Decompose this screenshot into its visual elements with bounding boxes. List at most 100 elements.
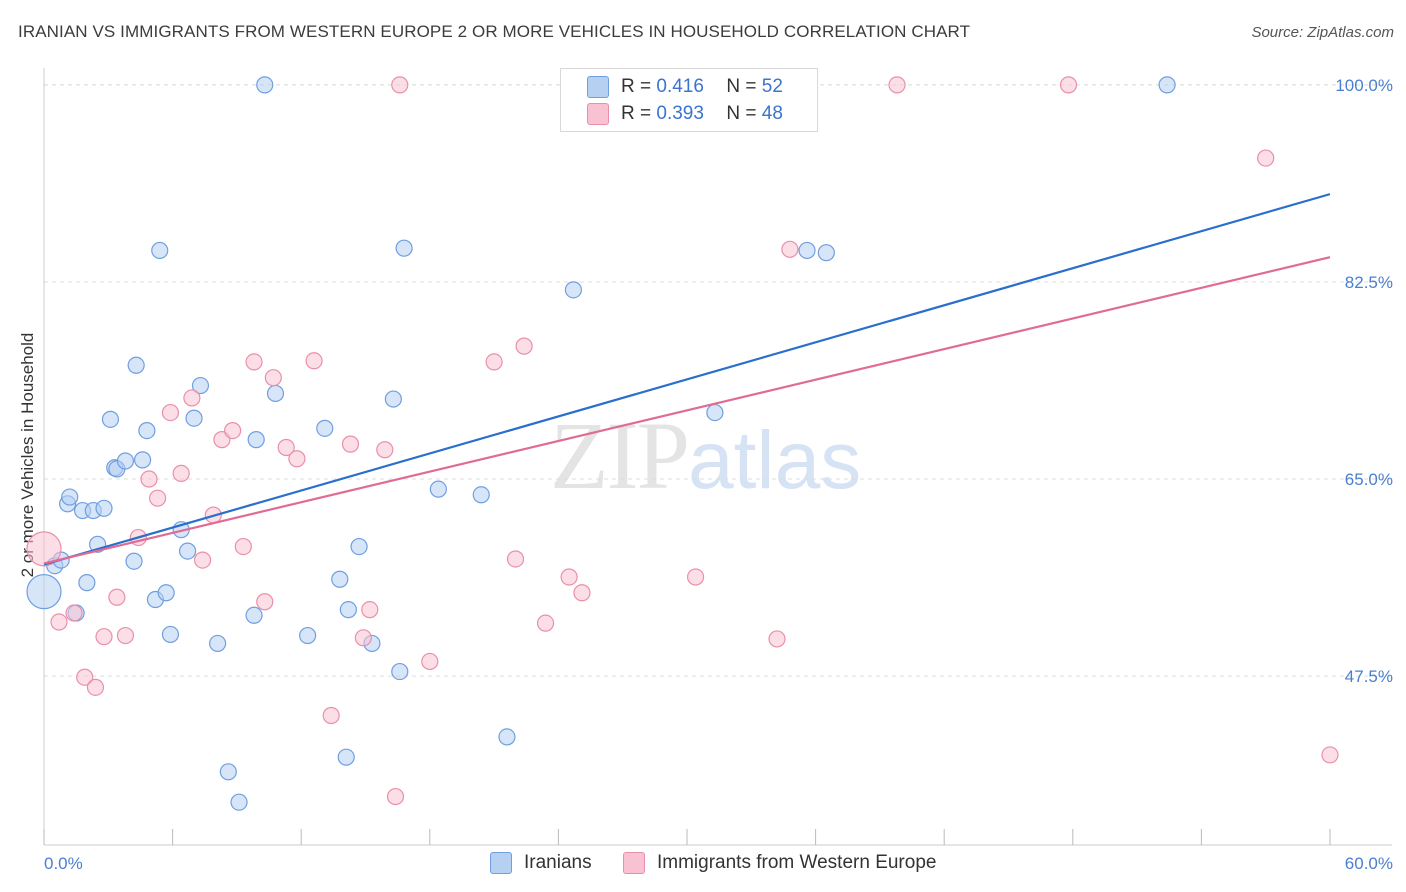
tick-labels: 47.5% 65.0% 82.5% 100.0% 0.0% 60.0% bbox=[44, 76, 1393, 873]
iranians-point bbox=[395, 239, 413, 257]
western-europe-point bbox=[26, 531, 62, 567]
legend-item-iranians: Iranians bbox=[490, 852, 592, 874]
iranians-point bbox=[564, 281, 583, 299]
x-tick-label-max: 60.0% bbox=[1345, 854, 1393, 873]
iranians-point bbox=[161, 625, 180, 644]
western-europe-point bbox=[161, 403, 180, 422]
western-europe-point bbox=[341, 435, 360, 453]
western-europe-point bbox=[65, 604, 83, 622]
western-europe-point bbox=[1257, 149, 1275, 167]
legend-label-western-europe: Immigrants from Western Europe bbox=[657, 852, 937, 873]
legend-r-value: 0.393 bbox=[656, 103, 704, 124]
western-europe-point bbox=[686, 568, 705, 586]
y-tick-label: 82.5% bbox=[1345, 273, 1393, 292]
western-europe-point bbox=[140, 470, 158, 488]
western-europe-point bbox=[515, 337, 533, 355]
iranians-point bbox=[116, 452, 135, 470]
iranians-point bbox=[127, 356, 145, 374]
series-western-europe bbox=[26, 76, 1339, 806]
western-europe-point bbox=[506, 550, 525, 568]
y-tick-label: 100.0% bbox=[1335, 76, 1393, 95]
western-europe-point bbox=[194, 551, 212, 569]
western-europe-point bbox=[421, 652, 439, 671]
legend-n-label: N = bbox=[726, 76, 757, 97]
western-europe-point bbox=[234, 537, 252, 556]
western-europe-point bbox=[376, 441, 394, 459]
iranians-point bbox=[798, 241, 816, 260]
western-europe-point bbox=[1321, 746, 1339, 764]
iranians-point bbox=[138, 422, 156, 440]
iranians-point bbox=[256, 76, 274, 94]
iranians-point bbox=[339, 601, 357, 619]
western-europe-point bbox=[573, 584, 591, 602]
iranians-point bbox=[384, 390, 402, 408]
series-iranians bbox=[26, 76, 1176, 811]
legend-n-label: N = bbox=[726, 103, 757, 124]
western-europe-point bbox=[560, 568, 578, 586]
iranians-point bbox=[157, 584, 175, 602]
legend-r-label: R = bbox=[621, 103, 652, 124]
legend-row-western-europe: R = 0.393 N = 48 bbox=[587, 101, 783, 127]
iranians-point bbox=[101, 410, 120, 428]
iranians-point bbox=[26, 574, 62, 610]
legend-n-value: 48 bbox=[761, 103, 783, 124]
iranians-point bbox=[245, 606, 263, 624]
western-europe-point bbox=[386, 787, 405, 806]
iranians-point bbox=[391, 662, 409, 681]
axes bbox=[43, 68, 1392, 846]
western-europe-point bbox=[224, 422, 242, 440]
chart-title: IRANIAN VS IMMIGRANTS FROM WESTERN EUROP… bbox=[18, 22, 971, 41]
y-tick-label: 47.5% bbox=[1345, 667, 1393, 686]
western-europe-point bbox=[305, 352, 323, 370]
watermark: ZIPatlas bbox=[550, 400, 861, 511]
iranians-point bbox=[706, 403, 724, 422]
western-europe-point bbox=[50, 613, 68, 631]
correlation-legend: R = 0.416 N = 52 R = 0.393 N = 48 bbox=[560, 68, 818, 132]
western-europe-point bbox=[322, 706, 340, 725]
western-europe-point bbox=[264, 369, 282, 387]
western-europe-point bbox=[781, 240, 799, 258]
western-europe-point bbox=[361, 601, 379, 619]
western-europe-point bbox=[888, 76, 906, 94]
iranians-point bbox=[179, 542, 197, 560]
western-europe-point bbox=[485, 353, 503, 371]
iranians-point bbox=[151, 241, 169, 260]
western-europe-point bbox=[245, 353, 263, 371]
iranians-point bbox=[472, 486, 490, 504]
iranians-point bbox=[316, 419, 334, 437]
iranians-point bbox=[185, 409, 203, 427]
western-europe-point bbox=[116, 626, 135, 645]
series-legend: Iranians Immigrants from Western Europe bbox=[0, 852, 1406, 878]
iranians-point bbox=[209, 634, 227, 653]
x-tick-label-min: 0.0% bbox=[44, 854, 83, 873]
iranians-point bbox=[1158, 76, 1176, 94]
legend-item-western-europe: Immigrants from Western Europe bbox=[623, 852, 936, 874]
iranians-point bbox=[337, 748, 355, 766]
legend-row-iranians: R = 0.416 N = 52 bbox=[587, 74, 783, 100]
iranians-point bbox=[498, 728, 516, 746]
watermark-atlas: atlas bbox=[688, 415, 862, 506]
source-credit: Source: ZipAtlas.com bbox=[1251, 24, 1394, 41]
legend-label-iranians: Iranians bbox=[524, 852, 592, 873]
y-tick-label: 65.0% bbox=[1345, 470, 1393, 489]
iranians-point bbox=[331, 570, 349, 588]
legend-swatch-iranians bbox=[587, 76, 609, 98]
iranians-point bbox=[191, 376, 210, 395]
western-europe-point bbox=[76, 668, 94, 686]
iranians-point bbox=[266, 384, 285, 403]
western-europe-point bbox=[86, 678, 105, 696]
iranians-point bbox=[247, 431, 265, 449]
western-europe-point bbox=[354, 629, 372, 647]
western-europe-point bbox=[95, 628, 113, 646]
iranians-point bbox=[219, 763, 237, 781]
legend-swatch-western-europe bbox=[623, 852, 645, 874]
trend-line-western-europe bbox=[43, 256, 1331, 565]
legend-swatch-western-europe bbox=[587, 103, 609, 125]
iranians-point bbox=[133, 451, 152, 469]
western-europe-point bbox=[768, 630, 786, 648]
iranians-point bbox=[350, 537, 368, 556]
iranians-point bbox=[230, 793, 248, 811]
iranians-point bbox=[61, 488, 79, 506]
trend-line-iranians bbox=[43, 193, 1331, 566]
